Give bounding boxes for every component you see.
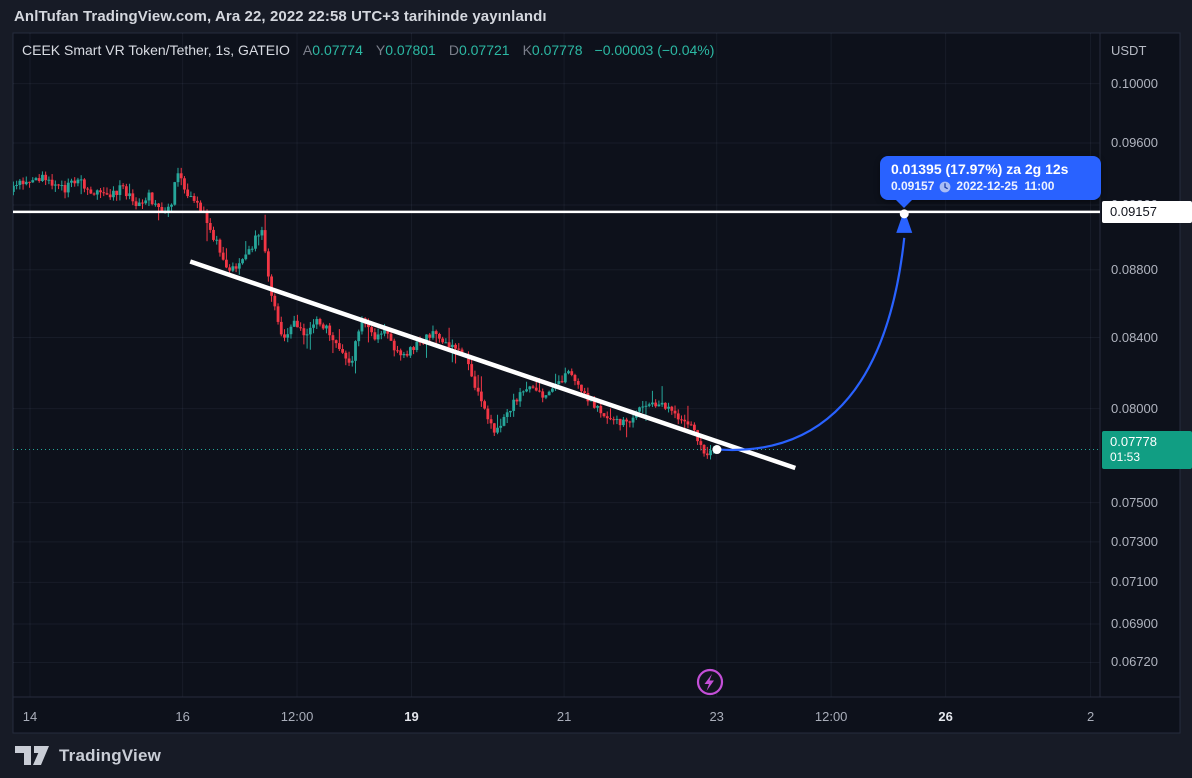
price-tick: 0.09600 [1111, 135, 1158, 151]
time-tick: 21 [556, 709, 572, 724]
candlestick-series [13, 167, 716, 460]
time-tick: 26 [938, 709, 953, 724]
time-tick: 16 [175, 709, 190, 724]
symbol-legend[interactable]: CEEK Smart VR Token/Tether, 1s, GATEIO A… [22, 42, 714, 62]
ohlc-close: K0.07778 [522, 42, 583, 58]
current-price-label: 0.07778 01:53 [1102, 431, 1192, 469]
price-tick: 0.07300 [1111, 533, 1158, 549]
time-tick: 12:00 [280, 709, 314, 724]
projection-tooltip[interactable]: 0.01395 (17.97%) za 2g 12s 0.09157 2022-… [880, 156, 1101, 208]
time-tick: 14 [22, 709, 38, 724]
ohlc-open: A0.07774 [302, 42, 363, 58]
quote-currency-label: USDT [1111, 43, 1147, 58]
projection-target-datetime: 2022-12-25 11:00 [956, 179, 1055, 193]
time-tick: 12:00 [814, 709, 848, 724]
tradingview-logo-icon[interactable] [14, 744, 50, 768]
clock-icon [939, 181, 951, 192]
idea-marker[interactable] [694, 666, 726, 698]
projection-arrow[interactable] [712, 209, 913, 455]
target-price-label: 0.09157 [1102, 201, 1192, 223]
projection-change-text: 0.01395 (17.97%) za 2g 12s [891, 161, 1069, 177]
branding-bar: TradingView [0, 733, 1192, 778]
symbol-title: CEEK Smart VR Token/Tether, 1s, GATEIO [22, 42, 290, 58]
time-tick: 2 [1086, 709, 1095, 724]
projection-curve[interactable] [718, 237, 906, 452]
change-value: −0.00003 (−0.04%) [594, 42, 715, 58]
price-tick: 0.08800 [1111, 261, 1158, 277]
lightning-icon [704, 674, 714, 691]
trendline[interactable] [189, 259, 797, 471]
price-tick: 0.06900 [1111, 616, 1158, 631]
time-tick: 23 [709, 709, 724, 724]
projection-start-dot[interactable] [712, 445, 722, 455]
ohlc-low: D0.07721 [448, 42, 510, 58]
price-tick: 0.10000 [1111, 75, 1158, 91]
projection-end-dot[interactable] [899, 209, 909, 219]
price-tick: 0.06720 [1111, 654, 1158, 670]
attribution-text: AnlTufan TradingView.com, Ara 22, 2022 2… [14, 8, 547, 25]
current-price-value: 0.07778 [1110, 434, 1157, 449]
attribution-bar: AnlTufan TradingView.com, Ara 22, 2022 2… [0, 0, 1192, 33]
bar-countdown: 01:53 [1110, 450, 1141, 464]
grid-lines [13, 33, 1100, 697]
price-tick: 0.08400 [1111, 329, 1158, 345]
time-tick: 19 [404, 709, 419, 724]
price-tick: 0.07500 [1111, 494, 1158, 510]
tradingview-wordmark[interactable]: TradingView [59, 745, 162, 765]
price-tick: 0.07100 [1111, 574, 1158, 590]
price-tick: 0.08000 [1111, 400, 1158, 416]
chart-panel[interactable] [12, 32, 1181, 734]
projection-target-price: 0.09157 [891, 179, 935, 193]
ohlc-high: Y0.07801 [375, 42, 436, 58]
arrowhead-icon [896, 209, 913, 233]
